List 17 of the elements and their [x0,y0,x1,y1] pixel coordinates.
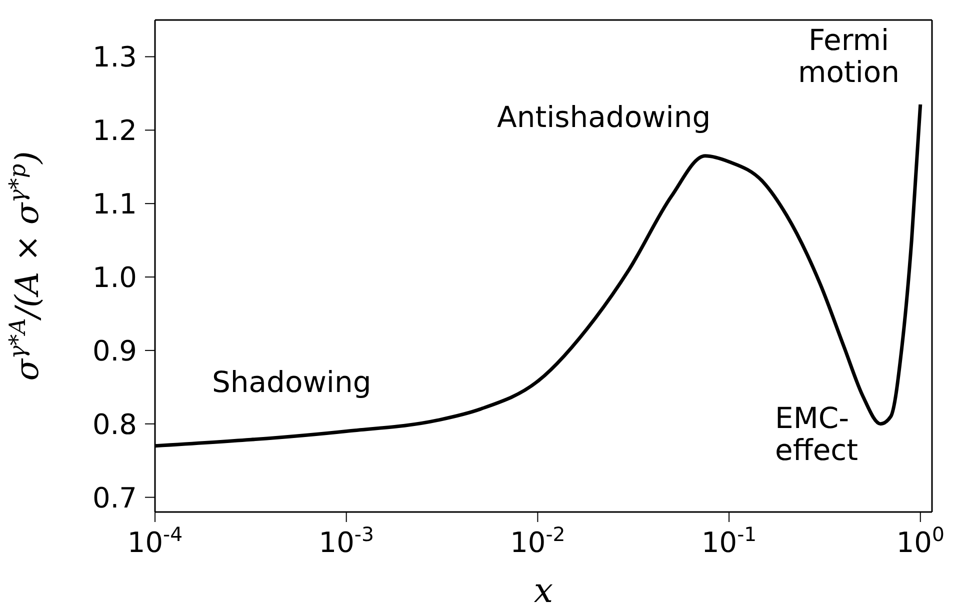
y-tick-label: 1.0 [92,261,137,294]
y-tick-label: 1.1 [92,188,137,221]
annotation: Shadowing [212,365,372,399]
x-axis-title: x [534,571,554,611]
x-tick-label: 10$^{0}$ [896,522,944,559]
x-tick-label: 10$^{-3}$ [318,522,374,559]
y-tick-label: 1.2 [92,114,137,148]
y-tick-label: 0.8 [92,408,137,441]
y-tick-label: 0.7 [92,481,137,514]
annotation: Antishadowing [497,100,711,134]
annotation: EMC- effect [775,401,858,467]
x-tick-label: 10$^{-2}$ [510,522,566,559]
y-tick-label: 1.3 [92,40,137,74]
x-tick-label: 10$^{-1}$ [701,522,757,559]
annotation: Fermi motion [798,23,900,89]
x-tick-label: 10$^{-4}$ [127,522,183,559]
y-tick-label: 0.9 [92,334,137,368]
